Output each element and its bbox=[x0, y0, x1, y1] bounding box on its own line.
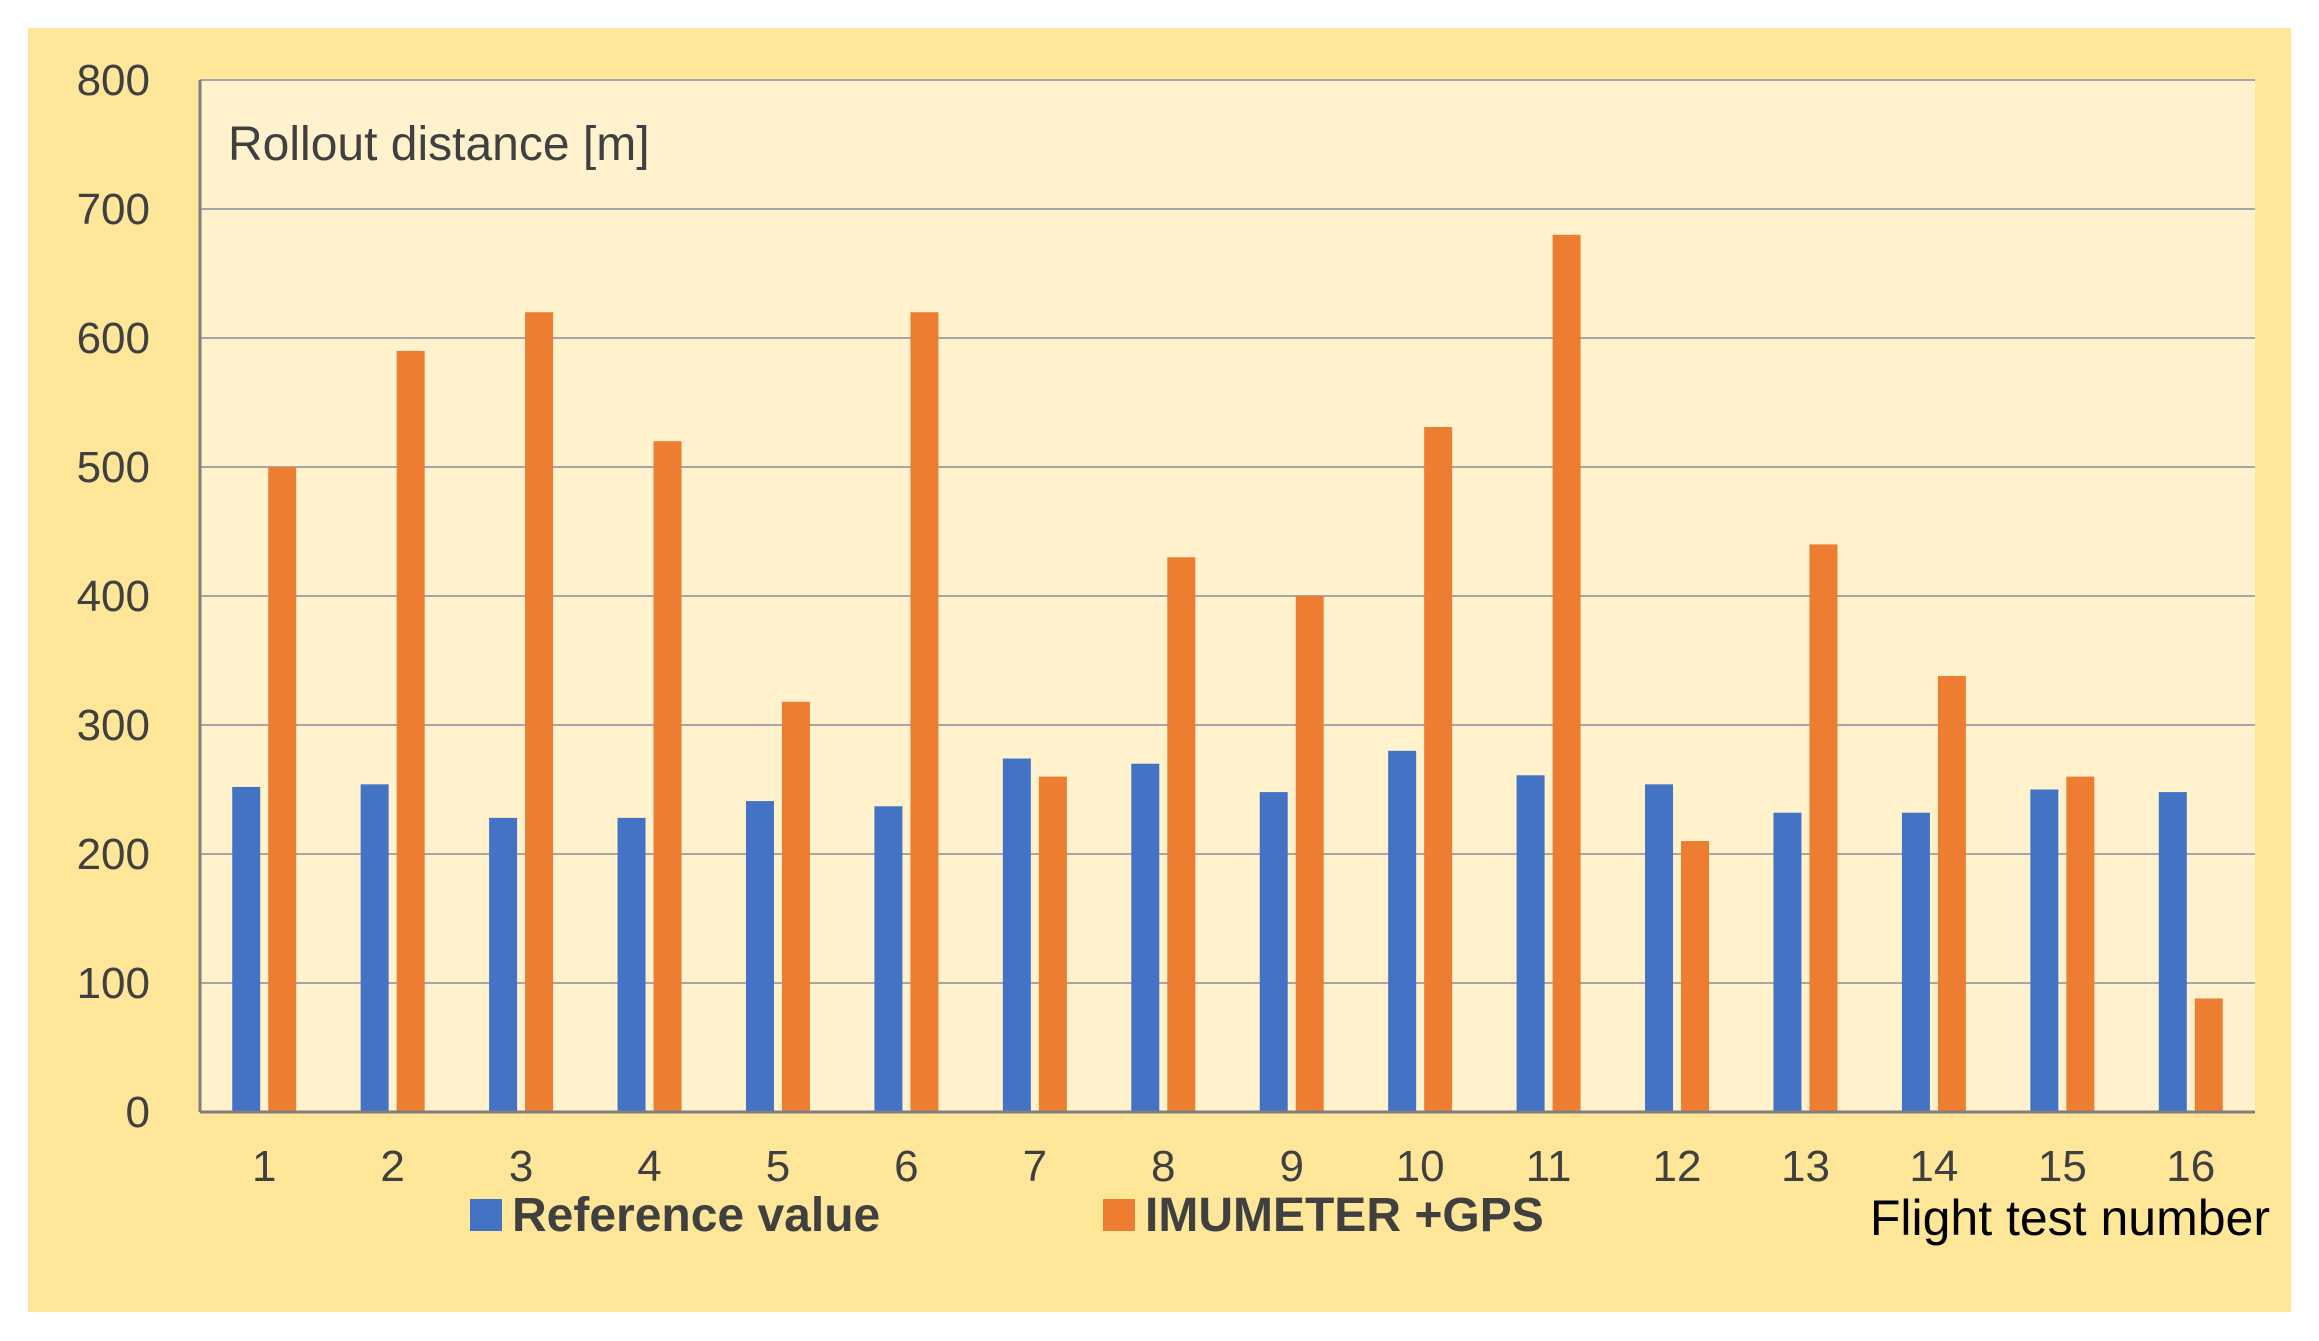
bar-reference-value bbox=[874, 806, 903, 1112]
legend-label-imumeter: IMUMETER +GPS bbox=[1145, 1189, 1544, 1242]
chart-frame: 0 100 200 300 400 500 600 700 800 1 2 3 4 5 6 7 8 9 10 11 1… bbox=[28, 28, 2291, 1312]
y-tick-label: 500 bbox=[77, 443, 150, 492]
y-tick-label: 200 bbox=[77, 830, 150, 879]
x-tick-label: 9 bbox=[1279, 1142, 1303, 1191]
bar-imumeter-gps bbox=[781, 701, 810, 1112]
bar-imumeter-gps bbox=[268, 467, 297, 1112]
chart-title: Rollout distance [m] bbox=[228, 118, 650, 171]
bar-imumeter-gps bbox=[1552, 234, 1581, 1113]
bar-reference-value bbox=[1516, 775, 1545, 1112]
bar-reference-value bbox=[1645, 784, 1674, 1112]
x-tick-label: 5 bbox=[766, 1142, 790, 1191]
x-tick-label: 1 bbox=[252, 1142, 276, 1191]
legend-label-reference: Reference value bbox=[512, 1189, 880, 1242]
bars bbox=[232, 234, 2223, 1113]
legend-swatch-imumeter bbox=[1103, 1199, 1135, 1231]
bar-reference-value bbox=[1773, 812, 1802, 1112]
x-tick-label: 16 bbox=[2166, 1142, 2215, 1191]
bar-imumeter-gps bbox=[2066, 776, 2095, 1112]
x-tick-label: 4 bbox=[637, 1142, 661, 1191]
bar-reference-value bbox=[1002, 758, 1031, 1112]
y-tick-label: 600 bbox=[77, 314, 150, 363]
y-tick-label: 0 bbox=[126, 1088, 150, 1137]
bar-reference-value bbox=[617, 817, 646, 1112]
bar-reference-value bbox=[2158, 792, 2187, 1112]
x-tick-label: 11 bbox=[1526, 1142, 1572, 1191]
y-tick-label: 400 bbox=[77, 572, 150, 621]
x-tick-label: 13 bbox=[1781, 1142, 1830, 1191]
y-tick-labels: 0 100 200 300 400 500 600 700 800 bbox=[77, 56, 150, 1137]
bar-imumeter-gps bbox=[396, 350, 425, 1112]
bar-reference-value bbox=[1131, 763, 1160, 1112]
y-tick-label: 300 bbox=[77, 701, 150, 750]
x-tick-label: 7 bbox=[1023, 1142, 1047, 1191]
bar-imumeter-gps bbox=[1167, 557, 1196, 1112]
y-tick-label: 100 bbox=[77, 959, 150, 1008]
x-tick-label: 12 bbox=[1653, 1142, 1702, 1191]
x-tick-labels: 1 2 3 4 5 6 7 8 9 10 11 12 13 14 15 16 bbox=[252, 1142, 2215, 1191]
bar-imumeter-gps bbox=[525, 312, 554, 1112]
bar-imumeter-gps bbox=[1937, 675, 1966, 1112]
bar-imumeter-gps bbox=[910, 312, 939, 1112]
bar-reference-value bbox=[745, 801, 774, 1112]
x-tick-label: 10 bbox=[1396, 1142, 1445, 1191]
bar-reference-value bbox=[2030, 789, 2059, 1112]
bar-reference-value bbox=[1388, 750, 1417, 1112]
bar-reference-value bbox=[1901, 812, 1930, 1112]
x-axis-title: Flight test number bbox=[1870, 1190, 2270, 1246]
x-tick-label: 6 bbox=[894, 1142, 918, 1191]
bar-imumeter-gps bbox=[1424, 427, 1453, 1112]
bar-imumeter-gps bbox=[653, 441, 682, 1112]
x-tick-label: 8 bbox=[1151, 1142, 1175, 1191]
bar-reference-value bbox=[360, 784, 389, 1112]
x-tick-label: 15 bbox=[2038, 1142, 2087, 1191]
y-tick-label: 700 bbox=[77, 185, 150, 234]
bar-reference-value bbox=[1259, 792, 1288, 1112]
x-tick-label: 14 bbox=[1909, 1142, 1958, 1191]
y-tick-label: 800 bbox=[77, 56, 150, 105]
bar-reference-value bbox=[232, 786, 261, 1112]
bar-imumeter-gps bbox=[1038, 776, 1067, 1112]
x-tick-label: 3 bbox=[509, 1142, 533, 1191]
bar-imumeter-gps bbox=[2194, 998, 2223, 1112]
bar-imumeter-gps bbox=[1809, 544, 1838, 1112]
legend-swatch-reference bbox=[470, 1199, 502, 1231]
x-tick-label: 2 bbox=[380, 1142, 404, 1191]
bar-imumeter-gps bbox=[1295, 596, 1324, 1112]
bar-imumeter-gps bbox=[1681, 841, 1710, 1112]
bar-reference-value bbox=[489, 817, 518, 1112]
